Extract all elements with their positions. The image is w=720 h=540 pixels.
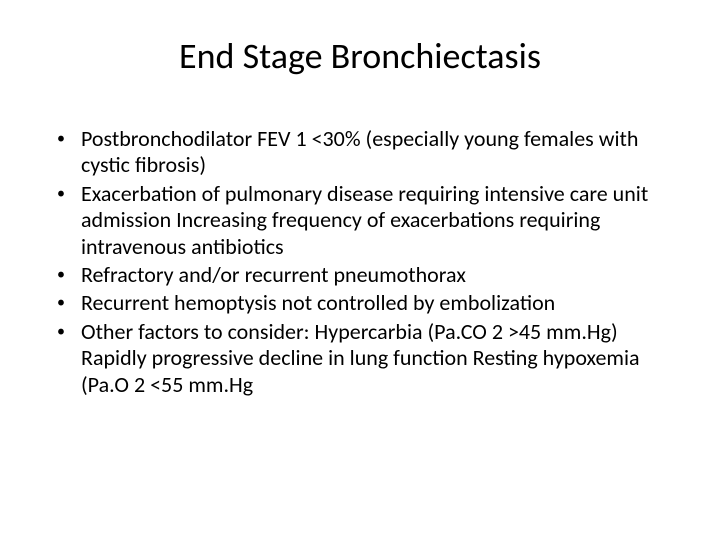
bullet-list: • Postbronchodilator FEV 1 <30% (especia…	[55, 126, 665, 398]
bullet-text: Postbronchodilator FEV 1 <30% (especiall…	[81, 126, 665, 179]
bullet-icon: •	[55, 319, 81, 341]
bullet-icon: •	[55, 290, 81, 312]
list-item: • Postbronchodilator FEV 1 <30% (especia…	[55, 126, 665, 179]
bullet-text: Recurrent hemoptysis not controlled by e…	[81, 290, 665, 316]
bullet-text: Exacerbation of pulmonary disease requir…	[81, 181, 665, 260]
list-item: • Other factors to consider: Hypercarbia…	[55, 319, 665, 398]
bullet-icon: •	[55, 126, 81, 148]
bullet-text: Refractory and/or recurrent pneumothorax	[81, 262, 665, 288]
slide-title: End Stage Bronchiectasis	[55, 34, 665, 78]
list-item: • Recurrent hemoptysis not controlled by…	[55, 290, 665, 316]
list-item: • Exacerbation of pulmonary disease requ…	[55, 181, 665, 260]
bullet-text: Other factors to consider: Hypercarbia (…	[81, 319, 665, 398]
bullet-icon: •	[55, 262, 81, 284]
bullet-icon: •	[55, 181, 81, 203]
list-item: • Refractory and/or recurrent pneumothor…	[55, 262, 665, 288]
